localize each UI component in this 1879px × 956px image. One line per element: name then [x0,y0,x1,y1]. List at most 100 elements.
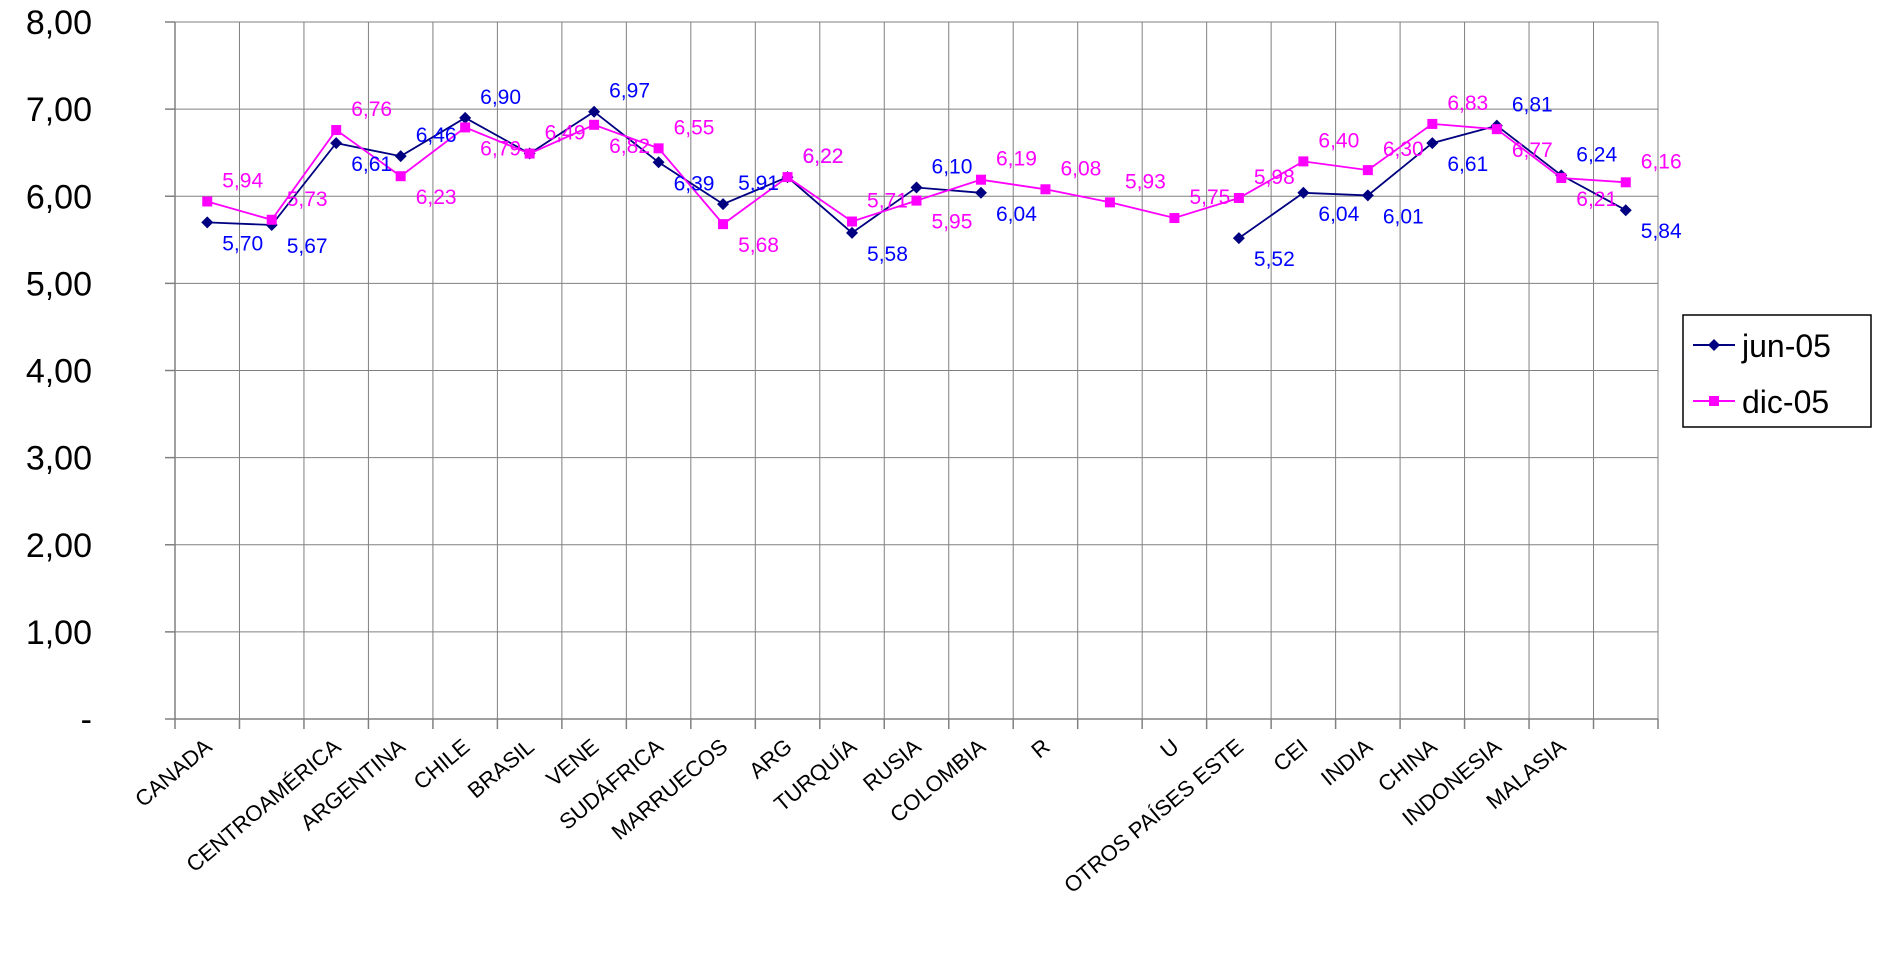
data-label-dic-05: 5,71 [867,190,908,213]
data-point-dic-05 [653,143,664,154]
legend-marker-jun-05 [1708,339,1720,351]
data-label-jun-05: 6,97 [609,80,650,103]
data-label-dic-05: 6,21 [1576,188,1617,211]
data-point-jun-05 [910,181,923,194]
data-point-jun-05 [330,137,343,150]
data-label-dic-05: 6,30 [1383,138,1424,161]
data-label-dic-05: 6,19 [996,148,1037,171]
y-tick-label: 1,00 [26,614,92,652]
data-label-dic-05: 5,93 [1125,170,1166,193]
x-tick-label: INDIA [1316,733,1377,790]
data-label-dic-05: 6,76 [351,98,392,121]
data-point-jun-05 [974,186,987,199]
data-point-jun-05 [588,105,601,118]
data-point-dic-05 [1104,197,1115,208]
data-label-jun-05: 5,84 [1641,220,1682,243]
legend-label-jun-05: jun-05 [1741,328,1831,364]
data-point-dic-05 [202,196,213,207]
data-label-jun-05: 5,70 [222,232,263,255]
data-label-dic-05: 6,79 [480,137,521,160]
y-tick-label: - [81,701,92,739]
data-point-dic-05 [589,119,600,130]
data-label-dic-05: 6,40 [1318,129,1359,152]
horizontal-gridlines [165,21,1658,720]
y-tick-label: 6,00 [26,178,92,216]
data-point-dic-05 [1298,156,1309,167]
data-label-dic-05: 5,73 [287,188,328,211]
series-markers [201,105,1632,245]
data-label-dic-05: 5,95 [932,211,973,234]
data-label-jun-05: 6,04 [1318,203,1359,226]
data-label-jun-05: 6,22 [803,145,844,168]
x-tick-label: U [1155,734,1183,763]
data-label-dic-05: 6,22 [803,145,844,168]
legend-label-dic-05: dic-05 [1742,384,1829,420]
data-label-jun-05: 6,39 [674,172,715,195]
x-tick-label: BRASIL [463,734,539,803]
data-point-dic-05 [847,216,858,227]
data-labels: 5,70 5,67 6,61 6,46 6,90 6,97 6,39 5,91 6,22 5,58… [222,80,1682,271]
data-point-dic-05 [331,125,342,136]
data-point-dic-05 [1362,165,1373,176]
data-point-jun-05 [717,198,730,211]
data-point-dic-05 [911,195,922,206]
data-label-jun-05: 6,61 [351,153,392,176]
data-label-dic-05: 6,49 [545,122,586,145]
y-tick-label: 7,00 [26,91,92,129]
data-point-jun-05 [394,150,407,163]
y-tick-label: 3,00 [26,440,92,478]
data-point-jun-05 [1297,186,1310,199]
x-tick-label: R [1026,734,1054,763]
data-point-dic-05 [266,214,277,225]
data-point-dic-05 [975,174,986,185]
data-point-jun-05 [1232,232,1245,245]
data-point-jun-05 [1361,189,1374,202]
data-point-dic-05 [782,172,793,183]
x-tick-label: OTROS PAÍSES ESTE [1059,734,1248,898]
data-point-dic-05 [1233,192,1244,203]
data-point-dic-05 [460,122,471,133]
data-label-dic-05: 6,77 [1512,139,1553,162]
data-point-dic-05 [524,148,535,159]
data-point-jun-05 [846,226,859,239]
y-tick-label: 5,00 [26,265,92,303]
data-point-dic-05 [1556,172,1567,183]
data-point-dic-05 [395,171,406,182]
series-line-jun-05 [207,110,982,234]
data-point-dic-05 [718,219,729,230]
data-point-jun-05 [459,111,472,124]
data-label-jun-05: 5,58 [867,243,908,266]
data-label-jun-05: 6,46 [416,124,457,147]
data-point-jun-05 [652,156,665,169]
data-label-dic-05: 6,83 [1447,92,1488,115]
data-point-dic-05 [1040,184,1051,195]
y-tick-label: 4,00 [26,353,92,391]
data-point-dic-05 [1620,177,1631,188]
data-label-dic-05: 5,68 [738,234,779,257]
data-point-dic-05 [1427,118,1438,129]
data-label-jun-05: 5,91 [738,172,779,195]
data-label-jun-05: 6,01 [1383,205,1424,228]
data-label-dic-05: 6,82 [609,135,650,158]
data-label-dic-05: 5,75 [1189,186,1230,209]
legend-box [1682,314,1872,428]
data-point-dic-05 [1169,213,1180,224]
data-label-jun-05: 6,24 [1576,143,1617,166]
data-label-dic-05: 6,55 [674,116,715,139]
x-tick-label: CANADA [130,733,217,811]
data-label-jun-05: 5,52 [1254,248,1295,271]
data-point-jun-05 [201,216,214,229]
y-axis-tick-labels: - 1,00 2,00 3,00 4,00 5,00 6,00 7,00 8,00 [26,4,92,739]
data-point-dic-05 [1491,124,1502,135]
data-label-dic-05: 5,98 [1254,166,1295,189]
data-label-dic-05: 6,08 [1060,157,1101,180]
x-tick-label: MARRUECOS [607,734,733,845]
legend: jun-05 dic-05 [1682,314,1872,428]
y-tick-label: 2,00 [26,527,92,565]
y-tick-label: 8,00 [26,4,92,42]
data-label-jun-05: 6,04 [996,203,1037,226]
data-point-jun-05 [1619,204,1632,217]
data-label-dic-05: 6,16 [1641,150,1682,173]
